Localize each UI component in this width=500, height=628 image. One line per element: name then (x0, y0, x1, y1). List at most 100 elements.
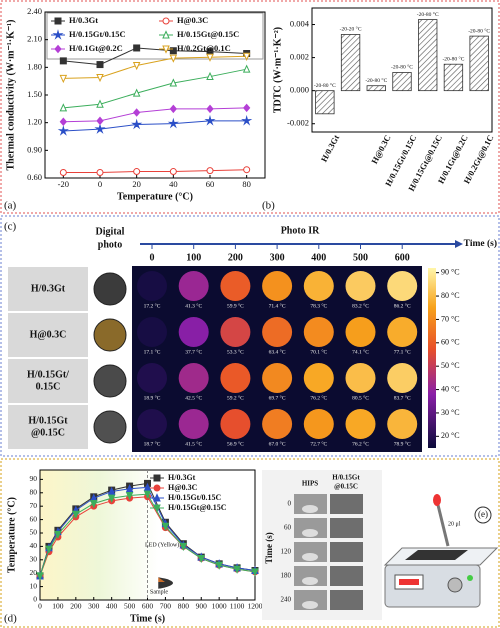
marker (59, 74, 68, 84)
ir-spot (262, 271, 293, 301)
y-tick-label: 0 (33, 595, 37, 604)
ir-spot (345, 271, 376, 301)
legend-marker (162, 30, 170, 39)
y-tick-label: 0.004 (290, 18, 310, 28)
temp-label: 18.7 °C (144, 440, 161, 447)
ir-spot (178, 363, 209, 393)
bar-annotation: -20-80 °C (365, 77, 387, 84)
colorbar-label: 50 °C (441, 361, 460, 370)
marker (143, 482, 152, 491)
ir-spot (178, 409, 209, 439)
marker (133, 44, 141, 52)
marker (107, 486, 116, 495)
series-line (63, 169, 247, 173)
time-label: 240 (281, 596, 292, 604)
ir-spot (303, 317, 334, 347)
row-label: H/0.15Gt (28, 415, 68, 426)
x-tick-label: 400 (106, 602, 118, 611)
bar-annotation: -20-80 °C (417, 11, 439, 18)
time-label: 0 (288, 500, 292, 508)
droplet-photo (330, 542, 363, 562)
bar (469, 35, 489, 92)
temp-label: 56.9 °C (227, 440, 244, 447)
x-axis-title: Time (s) (130, 613, 165, 624)
temp-label: 67.0 °C (269, 440, 286, 447)
time-label: 0 (150, 252, 155, 263)
droplet-photo (330, 518, 363, 538)
marker (169, 78, 178, 87)
marker (72, 510, 80, 519)
x-tick-label: 0 (38, 602, 42, 611)
marker (197, 554, 206, 564)
digital-photo (93, 410, 127, 444)
panel-frame (0, 0, 500, 214)
colorbar-label: 20 °C (441, 431, 460, 440)
row-label: H@0.3C (30, 329, 67, 340)
droplet-photo (330, 566, 363, 586)
annotation: Sample (150, 589, 168, 595)
ir-spot (137, 409, 167, 439)
marker (242, 64, 251, 73)
marker (57, 125, 69, 136)
series-line (63, 47, 247, 66)
time-label: 60 (284, 524, 292, 532)
temp-label: 71.4 °C (269, 302, 286, 309)
y-tick-label: 0.60 (27, 172, 42, 182)
y-tick-label: 1.50 (27, 89, 42, 99)
ir-spot (303, 363, 334, 393)
legend-label: H/0.15Gt/0.15C (69, 29, 126, 39)
ir-spot (220, 271, 251, 301)
row-label: H/0.3Gt (31, 283, 66, 294)
temp-label: 69.7 °C (269, 394, 286, 401)
droplet-photo (330, 590, 363, 610)
marker (131, 118, 143, 130)
marker (96, 168, 104, 176)
x-tick-label: -20 (58, 179, 69, 189)
ir-spot (345, 317, 376, 347)
marker (169, 54, 178, 63)
column-header: H/0.15Gt (332, 474, 360, 482)
time-arrow-head (455, 240, 463, 248)
y-tick-label: 80 (30, 488, 38, 497)
panel-label: (a) (4, 200, 17, 212)
annotation: LED (Yellow) (145, 541, 179, 548)
y-tick-label: 0.002 (290, 52, 309, 62)
time-label: 300 (270, 252, 285, 263)
colorbar-label: 30 °C (441, 408, 460, 417)
legend-marker (162, 17, 170, 25)
legend-marker (162, 45, 170, 54)
y-tick-label: 70 (30, 501, 38, 510)
ir-spot (178, 271, 209, 301)
colorbar-label: 80 °C (441, 291, 460, 300)
x-tick-label: 80 (242, 179, 251, 189)
marker (243, 103, 251, 113)
legend-box (46, 12, 264, 60)
y-tick-label: 1.20 (27, 117, 42, 127)
ir-spot (387, 409, 418, 439)
x-axis-title: Temperature (°C) (117, 191, 193, 202)
marker (96, 61, 104, 69)
bar (392, 72, 412, 92)
x-tick-label: 1200 (248, 602, 263, 611)
x-tick-label: 300 (88, 602, 100, 611)
ir-spot (178, 317, 209, 347)
y-tick-label: 10 (30, 581, 38, 590)
temp-label: 59.9 °C (227, 302, 244, 309)
temp-label: 80.5 °C (352, 394, 369, 401)
ir-spot (220, 409, 251, 439)
legend-marker (153, 484, 161, 492)
x-tick-label: 800 (178, 602, 190, 611)
column-header: @0.15C (334, 483, 358, 491)
series-line (63, 120, 247, 132)
droplet (302, 529, 318, 537)
temp-label: 18.9 °C (144, 394, 161, 401)
ir-spot (387, 363, 418, 393)
bar-annotation: -20-80 °C (391, 64, 413, 71)
temp-label: 74.1 °C (352, 348, 369, 355)
column-header: Photo IR (281, 225, 320, 236)
legend-marker (153, 504, 161, 513)
marker (59, 103, 68, 112)
marker (54, 530, 62, 540)
x-tick-label: H/0.3Gt (319, 133, 342, 163)
y-axis-title: Thermal conductivity (W·m⁻¹·K⁻¹) (5, 20, 16, 171)
